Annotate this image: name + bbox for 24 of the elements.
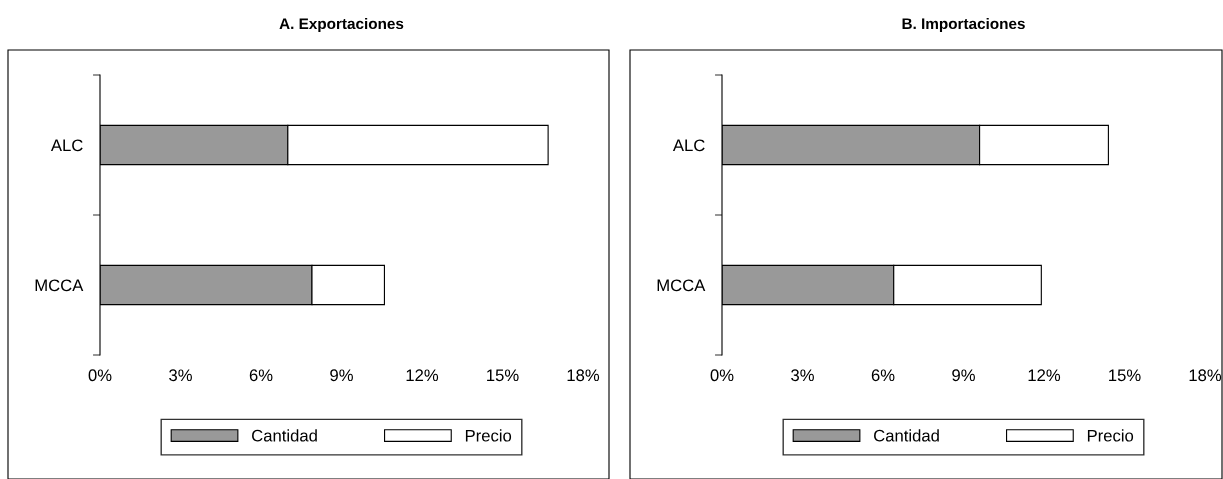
x-tick-label: 15% [1109,369,1141,382]
x-tick-label: 6% [249,369,273,382]
x-tick-label: 3% [169,369,192,382]
x-tick-label: 3% [791,369,814,382]
x-tick-label: 6% [871,369,895,382]
chart-title: B. Importaciones [902,17,1025,33]
y-tick-label: MCCA [657,279,706,292]
x-tick-label: 9% [952,369,975,382]
x-tick-label: 15% [487,369,519,382]
x-tick-label: 18% [1189,369,1222,382]
chart-title: A. Exportaciones [279,17,404,33]
legend-label: Cantidad [252,429,317,442]
y-tick-label: ALC [50,139,83,152]
x-tick-label: 0% [88,369,112,382]
legend-label: Cantidad [874,429,939,442]
y-tick-label: ALC [672,139,705,152]
x-tick-label: 18% [567,369,600,382]
y-tick-label: MCCA [35,279,84,292]
x-tick-label: 12% [1028,369,1061,382]
x-tick-label: 0% [710,369,734,382]
x-tick-label: 12% [406,369,439,382]
legend-label: Precio [1087,429,1134,442]
x-tick-label: 9% [330,369,353,382]
legend-label: Precio [465,429,512,442]
